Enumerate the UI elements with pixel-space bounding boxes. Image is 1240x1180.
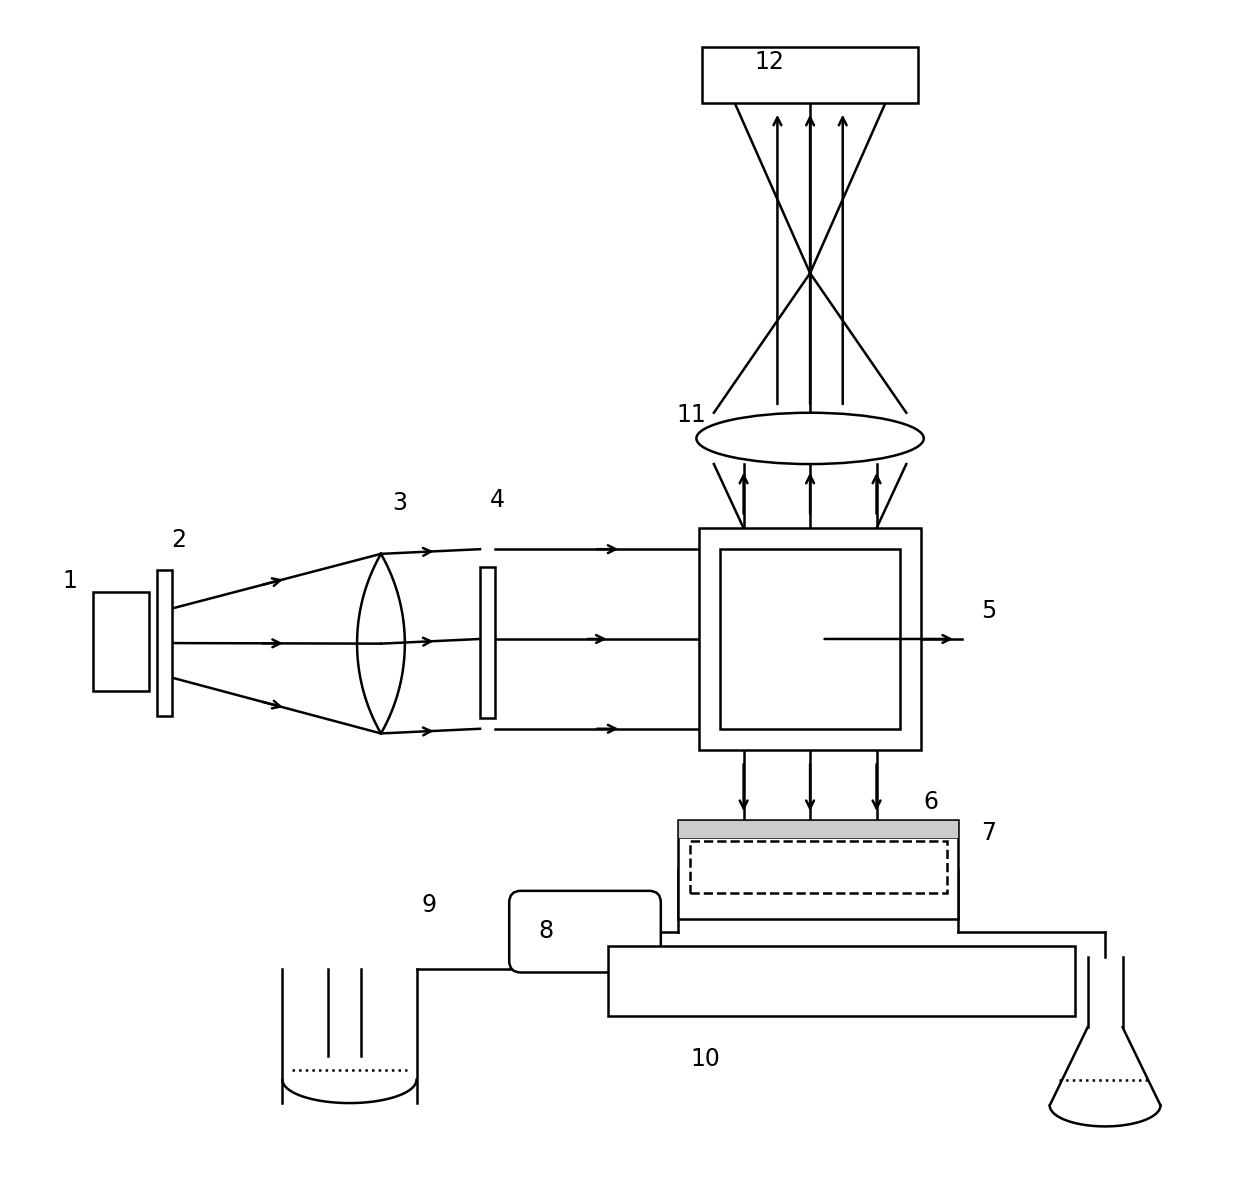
Bar [702,46,918,103]
Bar [678,820,959,838]
Text: 9: 9 [422,893,436,917]
Text: 10: 10 [689,1047,720,1070]
Text: 4: 4 [490,489,505,512]
Text: 11: 11 [676,404,706,427]
Text: 6: 6 [924,791,939,814]
FancyBboxPatch shape [510,891,661,972]
Bar [157,570,172,716]
Bar [480,566,495,719]
Bar [678,820,959,919]
Bar [720,549,900,729]
Bar [689,840,946,893]
Text: 1: 1 [62,569,77,592]
Text: 8: 8 [538,918,553,943]
Bar [93,592,149,691]
Text: 2: 2 [171,527,186,552]
Ellipse shape [697,413,924,464]
Text: 3: 3 [393,491,408,514]
Text: 7: 7 [982,820,997,845]
Bar [609,945,1075,1016]
Bar [699,529,921,749]
Text: 12: 12 [754,50,784,74]
Text: 5: 5 [982,599,997,623]
